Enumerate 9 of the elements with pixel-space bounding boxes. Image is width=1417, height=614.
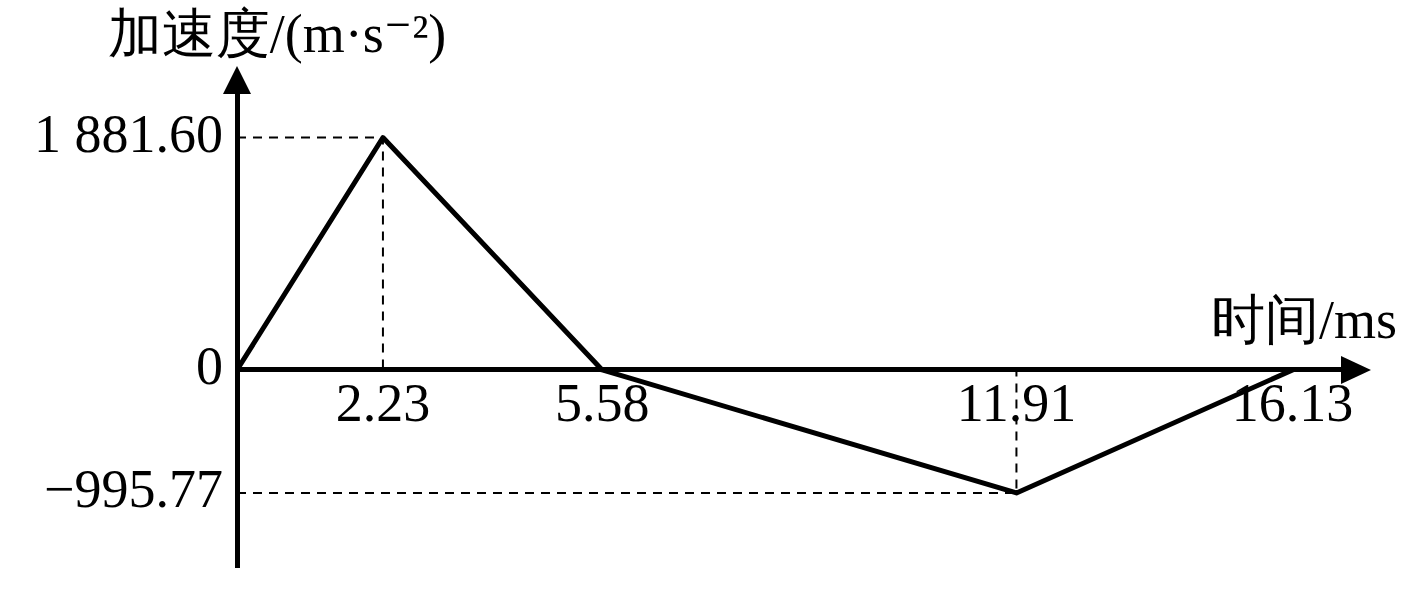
x-tick-label: 5.58 [554, 372, 650, 433]
y-axis-title: 加速度/(m·s⁻²) [107, 4, 447, 64]
y-tick-label: 0 [196, 336, 223, 397]
x-tick-label: 2.23 [335, 372, 431, 433]
y-tick-label: −995.77 [44, 459, 223, 520]
x-axis-title: 时间/ms [1210, 289, 1397, 350]
y-tick-label: 1 881.60 [34, 103, 223, 164]
x-tick-label: 16.13 [1231, 372, 1354, 433]
x-tick-label: 11.91 [956, 372, 1077, 433]
